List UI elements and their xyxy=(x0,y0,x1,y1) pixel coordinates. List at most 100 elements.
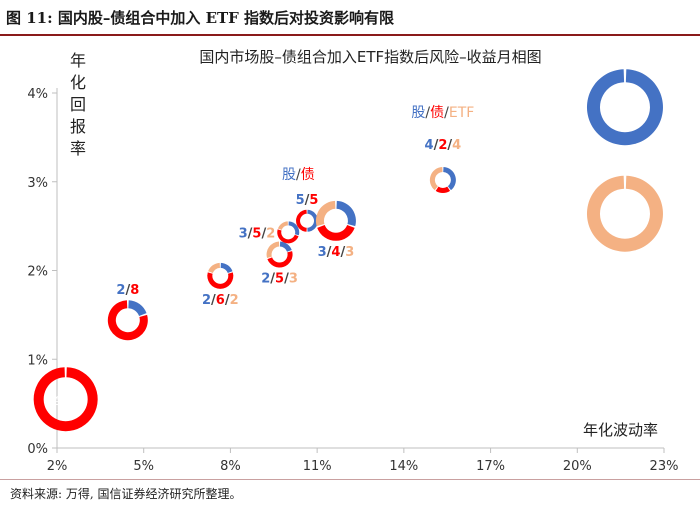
label-part: / xyxy=(284,272,289,287)
point-label: 5/5 xyxy=(296,193,319,208)
y-tick-label: 4% xyxy=(27,87,48,102)
label-part: / xyxy=(296,167,301,183)
portfolio-point xyxy=(586,69,663,146)
portfolio-point xyxy=(107,300,148,341)
bond-slice xyxy=(317,225,355,241)
stock-slice xyxy=(443,166,456,191)
stock-slice xyxy=(288,221,300,236)
label-part: 股 xyxy=(411,105,425,121)
y-tick-label: 0% xyxy=(27,442,48,457)
label-part: 8 xyxy=(130,283,139,298)
point-label: 4/2/4 xyxy=(425,138,462,153)
x-tick-label: 23% xyxy=(650,459,679,474)
label-part: / xyxy=(261,226,266,241)
etf-slice xyxy=(315,200,336,227)
stock-slice xyxy=(128,300,147,316)
label-part: / xyxy=(248,226,253,241)
label-part: / xyxy=(305,193,310,208)
label-part: 2 xyxy=(230,293,239,308)
label-part: 2 xyxy=(116,283,125,298)
label-part: 6 xyxy=(216,293,225,308)
label-part: 5 xyxy=(296,193,305,208)
title-rule xyxy=(0,34,700,36)
label-part: 5 xyxy=(309,193,318,208)
portfolio-point xyxy=(266,241,293,268)
label-part: / xyxy=(211,293,216,308)
label-part: / xyxy=(125,283,130,298)
label-part: 4 xyxy=(425,138,434,153)
y-axis-title-char: 报 xyxy=(70,117,86,136)
y-tick-label: 1% xyxy=(27,353,48,368)
label-part: 债 xyxy=(301,167,315,183)
y-axis-title-char: 率 xyxy=(70,139,86,158)
point-label: 2/6/2 xyxy=(202,293,239,308)
chart-title: 国内市场股–债组合加入ETF指数后风险–收益月相图 xyxy=(199,48,541,66)
source-note: 资料来源: 万得, 国信证券经济研究所整理。 xyxy=(10,487,242,501)
stock-slice xyxy=(220,262,233,274)
label-part: / xyxy=(425,105,430,121)
x-tick-label: 20% xyxy=(563,459,592,474)
label-part: 债 xyxy=(430,105,444,121)
portfolio-point xyxy=(586,175,663,252)
label-part: 3 xyxy=(239,226,248,241)
bond-slice xyxy=(277,229,299,244)
figure-header: 图 11: 国内股–债组合中加入 ETF 指数后对投资影响有限 xyxy=(0,0,700,34)
label-part: / xyxy=(340,245,345,260)
risk-return-chart: 国内市场股–债组合加入ETF指数后风险–收益月相图 2% 5% 8% 11% 14% 17%… xyxy=(27,48,679,474)
label-part: 3 xyxy=(345,245,354,260)
portfolio-point xyxy=(429,166,456,193)
x-tick-label: 11% xyxy=(303,459,332,474)
stock-bond-etf-legend: 股/债/ETF xyxy=(411,105,474,121)
bond-slice xyxy=(33,367,98,432)
point-center-label: ETF xyxy=(611,205,638,223)
label-part: / xyxy=(225,293,230,308)
label-part: / xyxy=(270,272,275,287)
bond-slice xyxy=(207,272,234,289)
point-label: 3/4/3 xyxy=(318,245,355,260)
portfolio-point xyxy=(277,221,300,244)
etf-slice xyxy=(266,241,280,258)
y-axis-title-char: 化 xyxy=(70,73,86,92)
portfolio-point xyxy=(315,200,356,241)
y-tick-label: 3% xyxy=(27,176,48,191)
etf-slice xyxy=(277,221,288,230)
label-part: / xyxy=(444,105,449,121)
y-axis-title-char: 回 xyxy=(70,95,86,114)
label-part: 2 xyxy=(261,272,270,287)
x-tick-label: 2% xyxy=(47,459,68,474)
point-label: 2/8 xyxy=(116,283,139,298)
label-part: 2 xyxy=(202,293,211,308)
x-tick-label: 8% xyxy=(220,459,241,474)
y-tick-label: 2% xyxy=(27,265,48,280)
portfolio-point xyxy=(296,209,319,232)
stock-slice xyxy=(307,209,319,232)
label-part: 3 xyxy=(318,245,327,260)
bond-slice xyxy=(435,186,451,193)
point-center-label: 全股 xyxy=(610,98,640,116)
stock-slice xyxy=(279,241,292,252)
label-part: 股 xyxy=(282,167,296,183)
label-part: 2 xyxy=(266,226,275,241)
bond-slice xyxy=(267,251,293,268)
etf-slice xyxy=(208,262,220,274)
label-part: 2 xyxy=(438,138,447,153)
y-axis-title-char: 年 xyxy=(70,51,86,70)
bond-slice xyxy=(296,209,307,232)
label-part: 4 xyxy=(331,245,340,260)
point-label: 2/5/3 xyxy=(261,272,298,287)
portfolio-point xyxy=(33,367,98,432)
label-part: 4 xyxy=(452,138,461,153)
label-part: / xyxy=(447,138,452,153)
label-part: 5 xyxy=(252,226,261,241)
point-center-label: 全债 xyxy=(54,392,78,407)
label-part: 3 xyxy=(289,272,298,287)
bond-slice xyxy=(107,300,148,341)
portfolio-point xyxy=(207,262,234,289)
x-tick-label: 17% xyxy=(476,459,505,474)
label-part: / xyxy=(327,245,332,260)
stock-slice xyxy=(336,200,356,227)
etf-slice xyxy=(586,175,663,252)
figure-title: 图 11: 国内股–债组合中加入 ETF 指数后对投资影响有限 xyxy=(6,9,395,27)
etf-slice xyxy=(429,166,443,191)
x-axis-title: 年化波动率 xyxy=(583,421,658,439)
